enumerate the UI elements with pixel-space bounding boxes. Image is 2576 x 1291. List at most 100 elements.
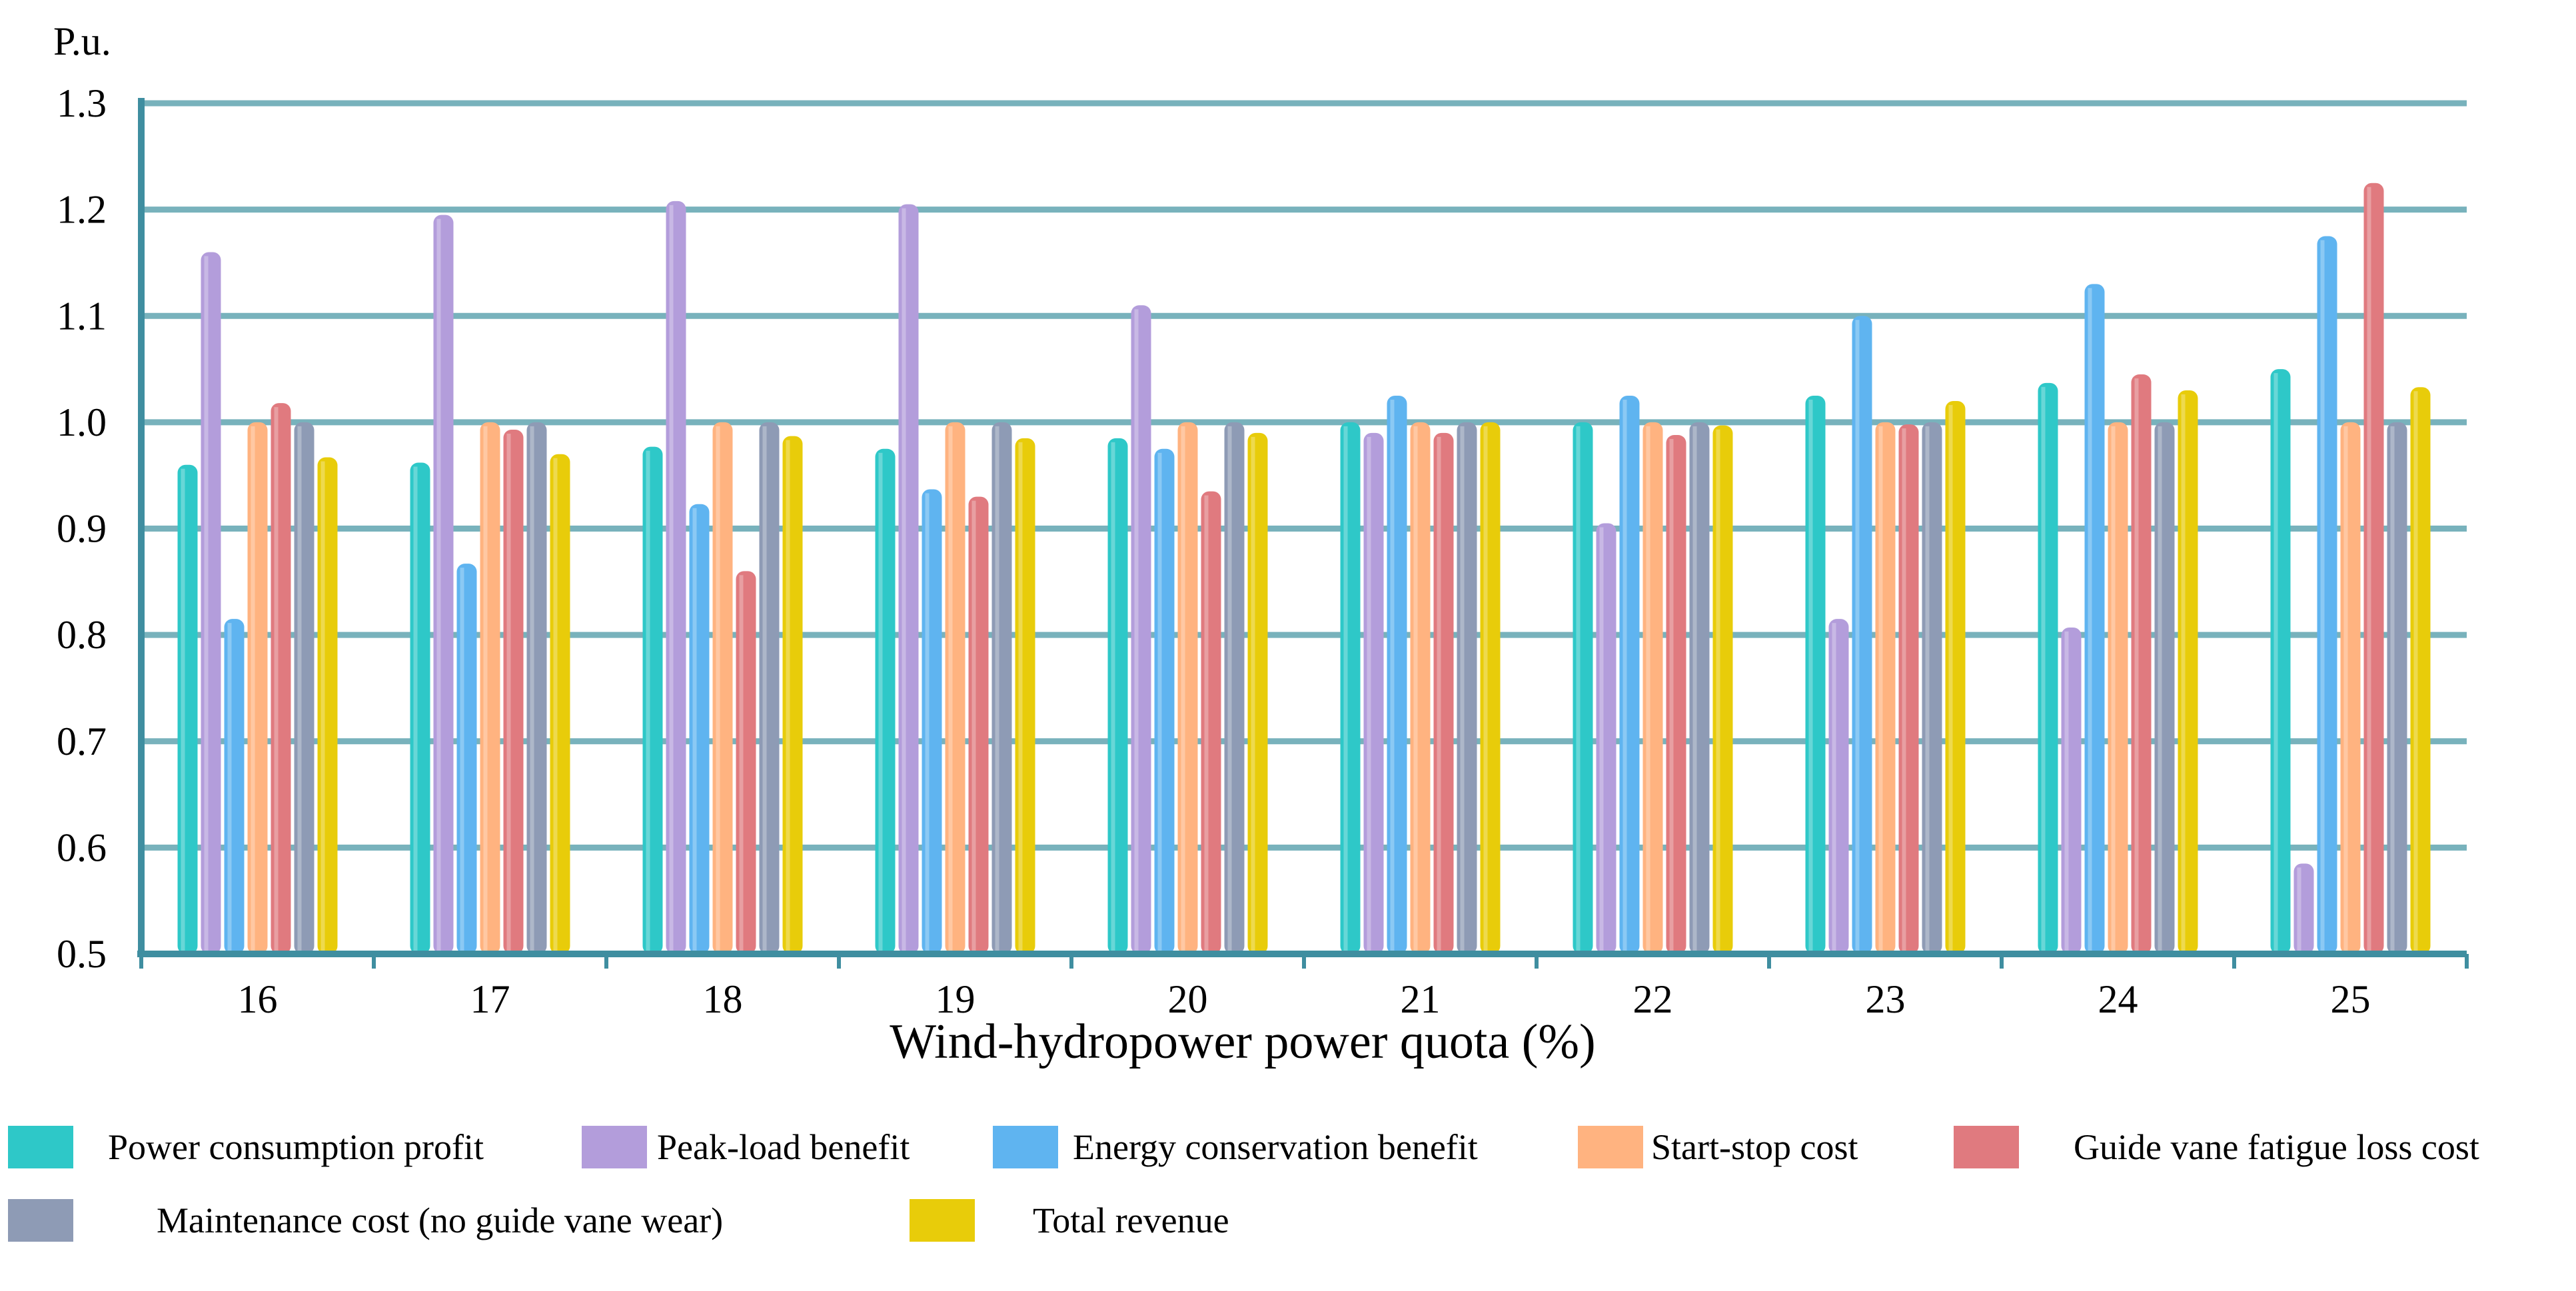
bar-highlight: [716, 426, 720, 951]
bar-highlight: [2111, 426, 2116, 951]
bar-17-series-6: [526, 422, 547, 954]
bar-21-series-1: [1340, 422, 1361, 954]
bar-24-series-7: [2178, 390, 2198, 954]
bar-21-series-3: [1387, 395, 1407, 954]
bar-25-series-2: [2293, 863, 2314, 954]
y-tick-label: 1.1: [57, 294, 107, 338]
bar-24-series-4: [2108, 422, 2128, 954]
legend-label-6: Maintenance cost (no guide vane wear): [157, 1200, 723, 1240]
bar-highlight: [2390, 426, 2395, 951]
x-tick-label: 19: [936, 977, 975, 1021]
bar-24-series-3: [2084, 284, 2105, 954]
y-tick-label: 0.7: [57, 719, 107, 763]
bar-16-series-4: [247, 422, 268, 954]
bar-highlight: [786, 440, 790, 951]
bar-highlight: [925, 493, 930, 951]
bar-20-series-4: [1177, 422, 1198, 954]
legend-swatch-4: [1578, 1126, 1643, 1168]
legend-swatch-1: [8, 1126, 73, 1168]
bar-highlight: [2343, 426, 2348, 951]
bar-highlight: [646, 450, 650, 951]
x-tick-label: 25: [2331, 977, 2371, 1021]
bar-highlight: [1018, 442, 1023, 951]
bar-18-series-7: [782, 436, 803, 954]
bar-22-series-2: [1596, 523, 1616, 954]
bar-17-series-7: [550, 454, 570, 954]
bar-23-series-7: [1945, 400, 1966, 954]
bar-18-series-5: [736, 571, 756, 954]
bar-highlight: [1111, 442, 1115, 951]
bar-20-series-6: [1224, 422, 1245, 954]
bar-highlight: [251, 426, 255, 951]
legend-label-5: Guide vane fatigue loss cost: [2074, 1127, 2479, 1167]
bar-highlight: [2320, 240, 2325, 951]
bar-highlight: [1925, 426, 1930, 951]
bar-highlight: [1622, 399, 1627, 951]
bar-23-series-1: [1805, 395, 1826, 954]
bar-18-series-2: [666, 201, 686, 955]
bar-19-series-7: [1015, 438, 1035, 954]
bar-highlight: [1157, 452, 1162, 951]
bar-highlight: [204, 256, 209, 952]
y-tick-label: 0.8: [57, 613, 107, 657]
legend-swatch-7: [910, 1199, 975, 1242]
bar-25-series-7: [2410, 387, 2431, 954]
bar-25-series-3: [2317, 236, 2337, 954]
bars: [177, 183, 2431, 955]
bar-16-series-5: [271, 403, 291, 954]
bar-highlight: [1716, 429, 1720, 951]
bar-17-series-2: [433, 215, 454, 955]
bar-highlight: [321, 461, 325, 951]
bar-18-series-3: [689, 504, 710, 954]
bar-22-series-4: [1642, 422, 1663, 954]
bar-highlight: [669, 205, 674, 952]
bar-19-series-3: [922, 489, 942, 954]
bar-highlight: [1343, 426, 1348, 951]
bar-22-series-5: [1666, 435, 1686, 954]
y-tick-label: 1.0: [57, 400, 107, 444]
bar-highlight: [274, 407, 279, 951]
bar-23-series-3: [1852, 316, 1872, 954]
bar-highlight: [1599, 527, 1604, 951]
bar-highlight: [1692, 426, 1697, 951]
bar-highlight: [878, 452, 883, 951]
bar-highlight: [1832, 623, 1836, 951]
bar-highlight: [971, 500, 976, 951]
axes: [137, 98, 2469, 969]
y-tick-label: 0.6: [57, 825, 107, 869]
bar-23-series-5: [1898, 424, 1919, 954]
bar-24-series-2: [2061, 627, 2082, 954]
x-tick-label: 22: [1633, 977, 1673, 1021]
bar-16-series-7: [317, 457, 338, 954]
bar-highlight: [1948, 404, 1953, 951]
bar-highlight: [1902, 428, 1906, 951]
bar-highlight: [2181, 394, 2186, 951]
x-tick-labels: 16 17 18 19 20 21 22 23 24 25: [238, 977, 2371, 1021]
bar-20-series-5: [1201, 491, 1221, 954]
bar-highlight: [762, 426, 767, 951]
bar-22-series-6: [1689, 422, 1710, 954]
legend: Power consumption profit Peak-load benefi…: [8, 1126, 2479, 1242]
bar-highlight: [2297, 867, 2301, 951]
bar-highlight: [1181, 426, 1185, 951]
bar-25-series-1: [2270, 369, 2291, 954]
legend-swatch-2: [582, 1126, 647, 1168]
bar-19-series-4: [945, 422, 966, 954]
bar-22-series-3: [1619, 395, 1640, 954]
bar-highlight: [902, 208, 906, 951]
bar-highlight: [1878, 426, 1883, 951]
x-tick-label: 16: [238, 977, 278, 1021]
legend-label-2: Peak-load benefit: [657, 1127, 910, 1167]
bar-17-series-1: [410, 462, 430, 954]
bar-highlight: [1437, 436, 1441, 951]
bar-highlight: [948, 426, 953, 951]
bar-highlight: [1134, 309, 1139, 952]
bar-highlight: [1251, 436, 1255, 951]
bar-20-series-3: [1154, 448, 1175, 954]
legend-label-3: Energy conservation benefit: [1073, 1127, 1478, 1167]
bar-21-series-6: [1457, 422, 1477, 954]
y-axis-label: P.u.: [53, 19, 111, 63]
bar-highlight: [2413, 391, 2418, 951]
bar-highlight: [460, 568, 464, 951]
